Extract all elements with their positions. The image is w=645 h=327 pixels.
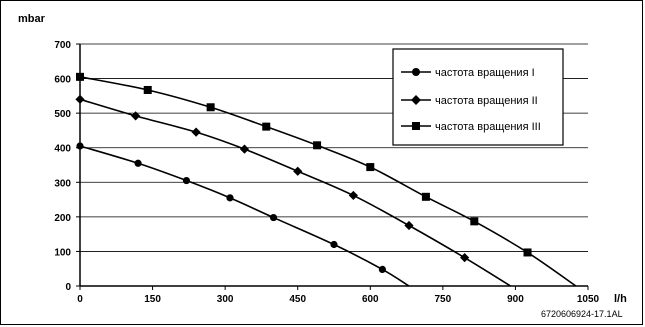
- legend-label-3: частота вращения III: [435, 121, 541, 133]
- y-tick-label: 700: [54, 40, 71, 51]
- series-3-point: [366, 163, 375, 172]
- series-2-point: [348, 190, 358, 201]
- series-1-point: [182, 176, 191, 185]
- figure-code: 6720606924-17.1AL: [541, 309, 623, 319]
- series-2-point: [131, 111, 141, 121]
- legend-item-2: частота вращения II: [401, 95, 538, 107]
- x-axis-label: l/h: [614, 293, 627, 305]
- series-1-point: [378, 265, 386, 274]
- series-1-line: [79, 145, 410, 287]
- series-1-point: [226, 194, 234, 202]
- y-tick-label: 100: [54, 247, 71, 258]
- x-tick-label: 450: [289, 294, 306, 305]
- legend-item-1: частота вращения I: [401, 67, 535, 79]
- series-2-point: [460, 253, 470, 263]
- legend-label-2: частота вращения II: [435, 95, 538, 107]
- legend-label-1: частота вращения I: [435, 67, 535, 79]
- axes: [76, 43, 589, 290]
- series-1: [76, 142, 410, 287]
- legend-box: [392, 48, 564, 146]
- y-tick-label: 500: [54, 109, 71, 120]
- series-3-point: [313, 141, 322, 150]
- series-2-point: [191, 127, 201, 137]
- x-tick-label: 300: [217, 294, 234, 305]
- y-tick-label: 300: [54, 178, 71, 189]
- x-tick-label: 750: [435, 294, 452, 305]
- series-2: [75, 94, 512, 287]
- series-3-point: [143, 85, 152, 94]
- x-tick-label: 900: [507, 294, 524, 305]
- x-tick-label: 150: [144, 294, 161, 305]
- series-3-line: [79, 76, 577, 287]
- series-2-point: [293, 166, 303, 176]
- series-3-point: [206, 103, 215, 112]
- tick-labels: 0 150 300 450 600 750 900 1050 0 100 200 300 400 500 6…: [54, 40, 599, 305]
- series-1-point: [269, 213, 278, 222]
- series-1-point: [330, 240, 338, 249]
- y-tick-label: 600: [54, 75, 71, 86]
- series-1-point: [134, 159, 142, 167]
- y-tick-label: 0: [65, 282, 71, 293]
- x-tick-label: 600: [362, 294, 379, 305]
- series-3-point: [470, 217, 479, 226]
- series-3-point: [262, 122, 271, 131]
- y-tick-label: 400: [54, 144, 71, 155]
- series-3-point: [523, 248, 532, 257]
- x-tick-label: 1050: [577, 294, 600, 305]
- series-3-point: [421, 192, 430, 201]
- legend-item-3: частота вращения III: [401, 121, 541, 133]
- series-3: [76, 72, 577, 287]
- y-tick-label: 200: [54, 213, 71, 224]
- y-axis-label: mbar: [18, 13, 46, 25]
- series-2-point: [404, 220, 414, 231]
- series-2-point: [239, 144, 250, 154]
- x-tick-label: 0: [77, 294, 83, 305]
- legend: частота вращения I частота вращения II ч…: [392, 48, 564, 146]
